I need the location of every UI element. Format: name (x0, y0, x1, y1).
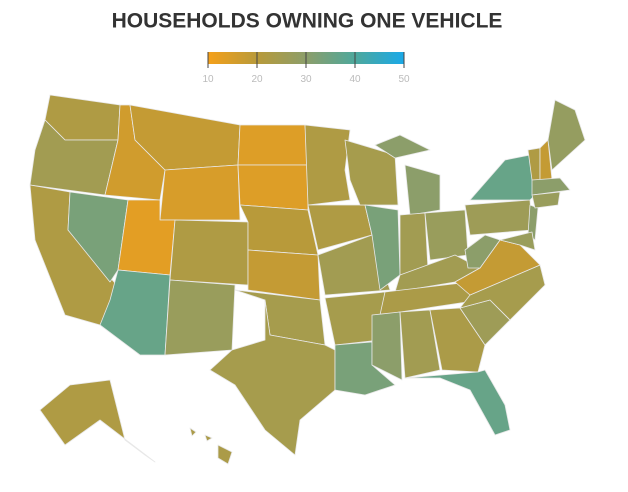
state (531, 191, 561, 209)
state (464, 199, 533, 236)
state (67, 191, 129, 283)
state (364, 204, 401, 291)
legend-tick-label: 30 (300, 74, 312, 85)
state (404, 369, 511, 436)
legend-tick-label: 20 (251, 74, 263, 85)
state (189, 427, 233, 465)
state (499, 231, 536, 251)
state (304, 124, 351, 206)
state (399, 212, 429, 276)
state (429, 307, 486, 373)
state (239, 204, 319, 256)
legend-tick-label: 40 (349, 74, 361, 85)
state (424, 209, 469, 261)
state (399, 309, 441, 379)
state (531, 177, 571, 196)
state (371, 311, 403, 381)
state (99, 269, 171, 356)
state (169, 219, 249, 286)
state (464, 234, 501, 269)
state (237, 164, 309, 211)
state (374, 134, 441, 216)
state (469, 154, 536, 201)
state (164, 279, 236, 356)
legend-tick-label: 10 (202, 74, 214, 85)
state (237, 124, 309, 166)
legend: 10 20 30 40 50 (202, 52, 410, 85)
state (39, 379, 156, 463)
legend-tick-label: 50 (398, 74, 410, 85)
state (317, 234, 391, 296)
state (159, 164, 241, 221)
state (547, 99, 586, 171)
states (29, 94, 586, 465)
map-title: HOUSEHOLDS OWNING ONE VEHICLE (112, 10, 503, 33)
